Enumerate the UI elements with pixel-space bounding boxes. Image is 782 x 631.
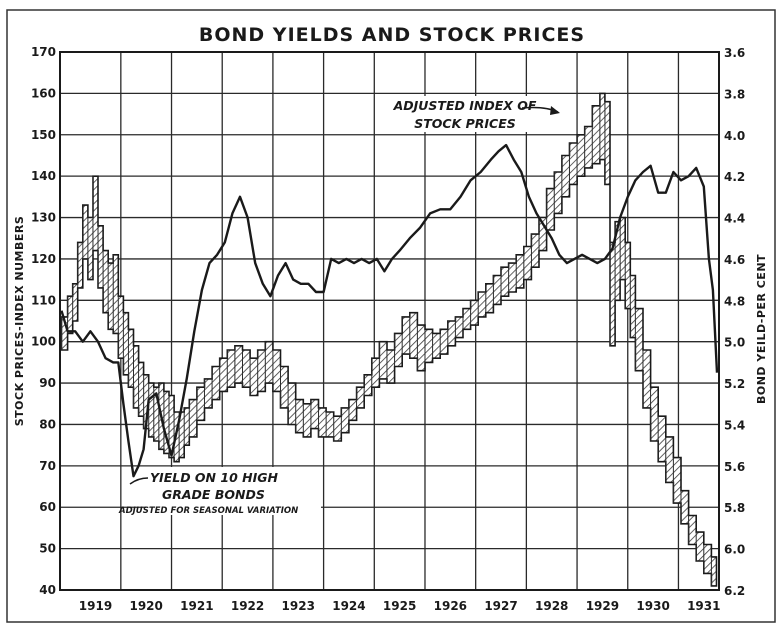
- right-tick-label: 4.8: [724, 294, 745, 308]
- left-tick-label: 80: [39, 417, 56, 431]
- left-tick-label: 90: [39, 376, 56, 390]
- x-tick-label: 1920: [129, 599, 162, 613]
- plot-border: [59, 51, 720, 591]
- left-tick-label: 150: [31, 128, 56, 142]
- left-tick-label: 130: [31, 211, 56, 225]
- stock-annotation-line-1: ADJUSTED INDEX OF: [393, 98, 537, 113]
- x-tick-label: 1925: [383, 599, 416, 613]
- left-tick-label: 160: [31, 86, 56, 100]
- bond-annotation-line-3: ADJUSTED FOR SEASONAL VARIATION: [118, 506, 298, 516]
- left-tick-label: 140: [31, 169, 56, 183]
- bond-annotation-backdrop: [146, 467, 321, 515]
- bond-annotation-arrow: [129, 477, 149, 485]
- right-tick-label: 4.6: [724, 253, 745, 267]
- right-tick-label: 5.8: [724, 501, 745, 515]
- x-tick-label: 1931: [687, 599, 720, 613]
- left-tick-label: 50: [39, 542, 56, 556]
- x-tick-label: 1927: [484, 599, 517, 613]
- left-tick-label: 60: [39, 500, 56, 514]
- x-tick-label: 1928: [535, 599, 568, 613]
- left-tick-label: 70: [39, 459, 56, 473]
- right-tick-label: 5.2: [724, 377, 745, 391]
- left-tick-label: 120: [31, 252, 56, 266]
- right-tick-label: 4.2: [724, 170, 745, 184]
- right-tick-label: 3.8: [724, 87, 745, 101]
- bond-yield-line: [60, 143, 719, 478]
- x-axis-ticks: 1919 1920 1921 1922 1923 1924 1925 1926 1927 1928…: [79, 599, 721, 613]
- stock-annotation-line-2: STOCK PRICES: [414, 116, 516, 131]
- x-tick-label: 1919: [79, 599, 112, 613]
- left-axis-ticks: 170 160 150 140 130 120 110 100 90 80 70 60 50 40: [31, 45, 56, 597]
- right-tick-label: 3.6: [724, 46, 745, 60]
- bond-annotation-line-1: YIELD ON 10 HIGH: [150, 470, 278, 485]
- x-tick-label: 1926: [434, 599, 467, 613]
- right-tick-label: 4.0: [724, 129, 745, 143]
- left-axis-label: STOCK PRICES-INDEX NUMBERS: [13, 216, 26, 427]
- right-tick-label: 4.4: [724, 212, 745, 226]
- right-axis-label: BOND YEILD-PER CENT: [755, 254, 768, 404]
- right-tick-label: 6.2: [724, 584, 745, 598]
- annotations: ADJUSTED INDEX OF STOCK PRICES YIELD ON …: [118, 96, 560, 516]
- chart-title: BOND YIELDS AND STOCK PRICES: [199, 24, 585, 46]
- x-tick-label: 1921: [180, 599, 213, 613]
- x-tick-label: 1924: [332, 599, 365, 613]
- x-tick-label: 1929: [586, 599, 619, 613]
- right-axis-ticks: 3.6 3.8 4.0 4.2 4.4 4.6 4.8 5.0 5.2 5.4 5.6 5.8 6.0 6…: [724, 46, 745, 598]
- bond-annotation-line-2: GRADE BONDS: [162, 487, 265, 502]
- right-tick-label: 5.0: [724, 336, 745, 350]
- left-tick-label: 170: [31, 45, 56, 59]
- stock-annotation-arrowhead: [550, 106, 560, 115]
- right-tick-label: 6.0: [724, 543, 745, 557]
- bond-yield-path: [60, 143, 719, 478]
- x-tick-label: 1922: [231, 599, 264, 613]
- left-tick-label: 40: [39, 583, 56, 597]
- right-tick-label: 5.6: [724, 460, 745, 474]
- x-tick-label: 1930: [636, 599, 669, 613]
- stock-annotation-backdrop: [382, 96, 548, 132]
- right-tick-label: 5.4: [724, 418, 745, 432]
- left-tick-label: 110: [31, 293, 56, 307]
- stock-price-band: [60, 92, 718, 587]
- left-tick-label: 100: [31, 335, 56, 349]
- x-tick-label: 1923: [282, 599, 315, 613]
